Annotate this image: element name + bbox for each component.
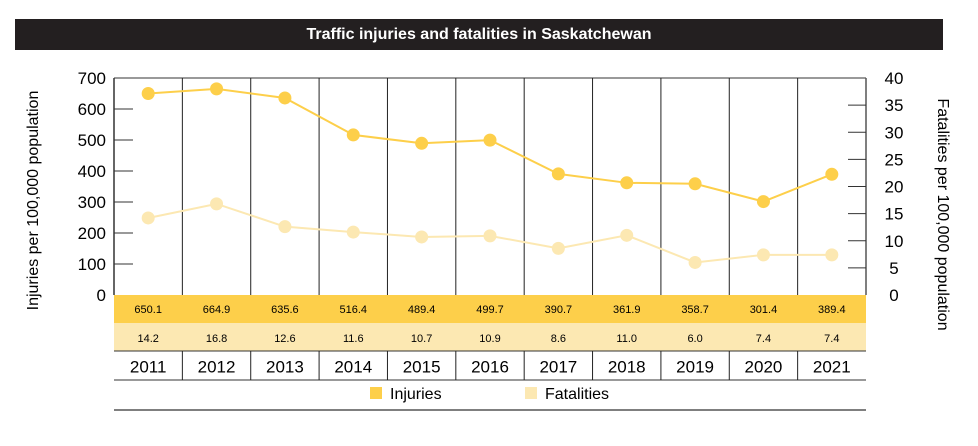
- year-label: 2017: [539, 358, 577, 377]
- year-label: 2019: [676, 358, 714, 377]
- fatalities-value-label: 14.2: [137, 333, 158, 345]
- injuries-value-label: 650.1: [134, 304, 162, 316]
- legend-injuries-label: Injuries: [390, 386, 442, 403]
- right-tick-label: 35: [885, 96, 904, 115]
- fatalities-point: [415, 230, 429, 244]
- injuries-point: [346, 128, 360, 142]
- injuries-value-label: 389.4: [818, 304, 846, 316]
- injuries-point: [756, 195, 770, 209]
- year-label: 2016: [471, 358, 509, 377]
- left-tick-label: 600: [78, 100, 106, 119]
- left-axis-title: Injuries per 100,000 population: [25, 91, 42, 311]
- left-tick-label: 0: [97, 286, 106, 305]
- injuries-point: [415, 136, 429, 150]
- fatalities-value-label: 8.6: [551, 333, 566, 345]
- fatalities-value-label: 10.9: [479, 333, 500, 345]
- fatalities-point: [346, 225, 360, 239]
- left-tick-label: 200: [78, 224, 106, 243]
- legend-fatalities-label: Fatalities: [545, 386, 609, 403]
- left-tick-label: 400: [78, 162, 106, 181]
- legend-injuries-swatch: [370, 387, 382, 399]
- year-label: 2012: [198, 358, 236, 377]
- injuries-point: [483, 133, 497, 147]
- injuries-value-label: 489.4: [408, 304, 436, 316]
- fatalities-point: [483, 229, 497, 243]
- right-tick-label: 10: [885, 232, 904, 251]
- right-tick-label: 20: [885, 178, 904, 197]
- fatalities-value-label: 12.6: [274, 333, 295, 345]
- left-tick-label: 700: [78, 69, 106, 88]
- fatalities-point: [210, 197, 224, 211]
- right-tick-label: 40: [885, 69, 904, 88]
- fatalities-value-label: 16.8: [206, 333, 227, 345]
- injuries-point: [141, 86, 155, 100]
- injuries-value-label: 361.9: [613, 304, 641, 316]
- fatalities-point: [756, 248, 770, 262]
- injuries-value-label: 390.7: [545, 304, 573, 316]
- injuries-value-label: 358.7: [681, 304, 709, 316]
- injuries-value-label: 635.6: [271, 304, 299, 316]
- fatalities-point: [825, 248, 839, 262]
- fatalities-value-label: 7.4: [824, 333, 839, 345]
- fatalities-value-label: 11.6: [343, 333, 364, 345]
- year-label: 2015: [403, 358, 441, 377]
- left-tick-label: 100: [78, 255, 106, 274]
- chart-title: Traffic injuries and fatalities in Saska…: [15, 19, 943, 50]
- right-tick-label: 5: [889, 259, 898, 278]
- injuries-value-label: 499.7: [476, 304, 504, 316]
- injuries-point: [620, 176, 634, 190]
- injuries-value-label: 301.4: [750, 304, 778, 316]
- injuries-point: [688, 177, 702, 191]
- fatalities-point: [551, 241, 565, 255]
- fatalities-point: [278, 220, 292, 234]
- year-label: 2013: [266, 358, 304, 377]
- fatalities-value-label: 6.0: [687, 333, 702, 345]
- injuries-point: [825, 167, 839, 181]
- left-tick-label: 500: [78, 131, 106, 150]
- right-axis-title: Fatalities per 100,000 population: [934, 98, 951, 330]
- injuries-point: [551, 167, 565, 181]
- fatalities-value-label: 11.0: [616, 333, 637, 345]
- legend-fatalities-swatch: [525, 387, 537, 399]
- year-label: 2021: [813, 358, 851, 377]
- left-tick-label: 300: [78, 193, 106, 212]
- fatalities-value-label: 10.7: [411, 333, 432, 345]
- injuries-point: [210, 82, 224, 96]
- injuries-row-bg: [114, 295, 866, 323]
- right-tick-label: 25: [885, 150, 904, 169]
- year-label: 2011: [130, 358, 167, 377]
- injuries-value-label: 664.9: [203, 304, 231, 316]
- right-tick-label: 0: [889, 286, 898, 305]
- year-label: 2018: [608, 358, 646, 377]
- year-label: 2014: [334, 358, 372, 377]
- fatalities-row-bg: [114, 323, 866, 351]
- injuries-point: [278, 91, 292, 105]
- right-tick-label: 15: [885, 205, 904, 224]
- fatalities-point: [688, 255, 702, 269]
- fatalities-point: [141, 211, 155, 225]
- right-tick-label: 30: [885, 123, 904, 142]
- injuries-value-label: 516.4: [340, 304, 368, 316]
- fatalities-value-label: 7.4: [756, 333, 771, 345]
- year-label: 2020: [745, 358, 783, 377]
- fatalities-point: [620, 228, 634, 242]
